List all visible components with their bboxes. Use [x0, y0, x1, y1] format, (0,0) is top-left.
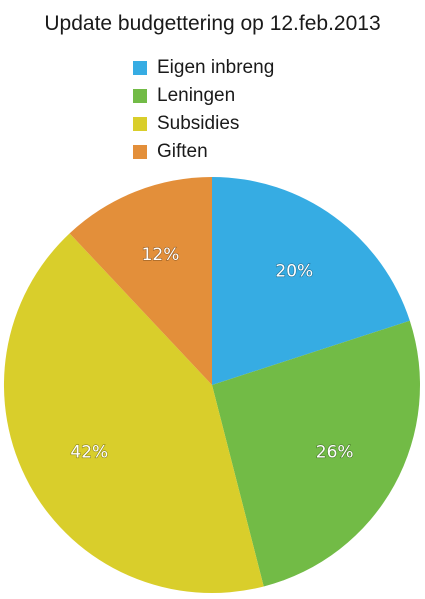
legend-label-leningen: Leningen [157, 85, 236, 106]
chart-legend: Eigen inbreng Leningen Subsidies Giften [133, 54, 274, 166]
legend-swatch-subsidies [133, 117, 147, 131]
legend-item-giften: Giften [133, 138, 274, 166]
legend-label-subsidies: Subsidies [157, 113, 240, 134]
legend-item-subsidies: Subsidies [133, 110, 274, 138]
legend-swatch-giften [133, 145, 147, 159]
pie-label-eigen-inbreng: 20% [275, 262, 313, 282]
pie-slice-subsidies [3, 233, 264, 594]
pie-slices [3, 177, 421, 594]
legend-item-eigen-inbreng: Eigen inbreng [133, 54, 274, 82]
legend-swatch-eigen-inbreng [133, 61, 147, 75]
pie-slice-leningen [212, 320, 421, 587]
pie-slice-eigen-inbreng [212, 177, 410, 385]
pie-label-leningen: 26% [316, 442, 354, 462]
legend-item-leningen: Leningen [133, 82, 274, 110]
chart-title: Update budgettering op 12.feb.2013 [44, 12, 381, 35]
pie-label-giften: 12% [142, 245, 180, 265]
legend-label-giften: Giften [157, 141, 208, 162]
pie-slice-giften [69, 177, 212, 385]
pie-labels: 20% 26% 42% 12% [70, 244, 354, 463]
pie-label-subsidies: 42% [70, 442, 108, 462]
legend-label-eigen-inbreng: Eigen inbreng [157, 57, 275, 78]
legend-swatch-leningen [133, 89, 147, 103]
